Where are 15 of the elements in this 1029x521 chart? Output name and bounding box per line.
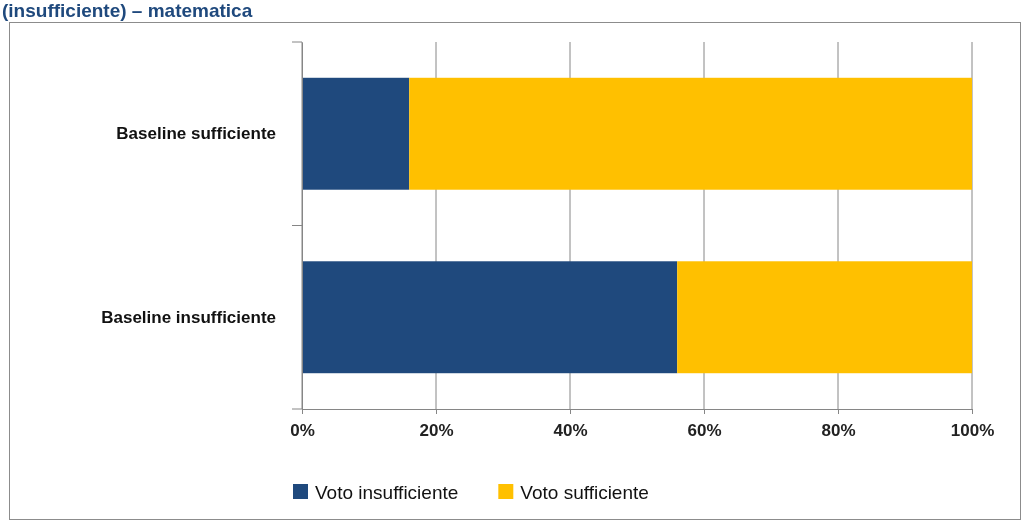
x-tick-label: 60%	[687, 421, 722, 441]
x-tick-label: 40%	[553, 421, 588, 441]
y-tick-label: Baseline insufficiente	[101, 307, 276, 327]
text: (insufficiente) – matematica	[2, 0, 253, 21]
x-tick-label: 0%	[290, 421, 315, 441]
bar	[409, 77, 972, 190]
x-tick-label: 100%	[950, 421, 995, 441]
x-tick-label: 80%	[821, 421, 856, 441]
bar	[302, 261, 678, 374]
x-tick-label: 20%	[419, 421, 454, 441]
legend-label: Voto insufficiente	[315, 481, 459, 503]
legend-label: Voto sufficiente	[520, 481, 649, 503]
bar	[302, 77, 410, 190]
y-tick-label: Baseline sufficiente	[116, 124, 276, 144]
bar	[677, 261, 972, 374]
